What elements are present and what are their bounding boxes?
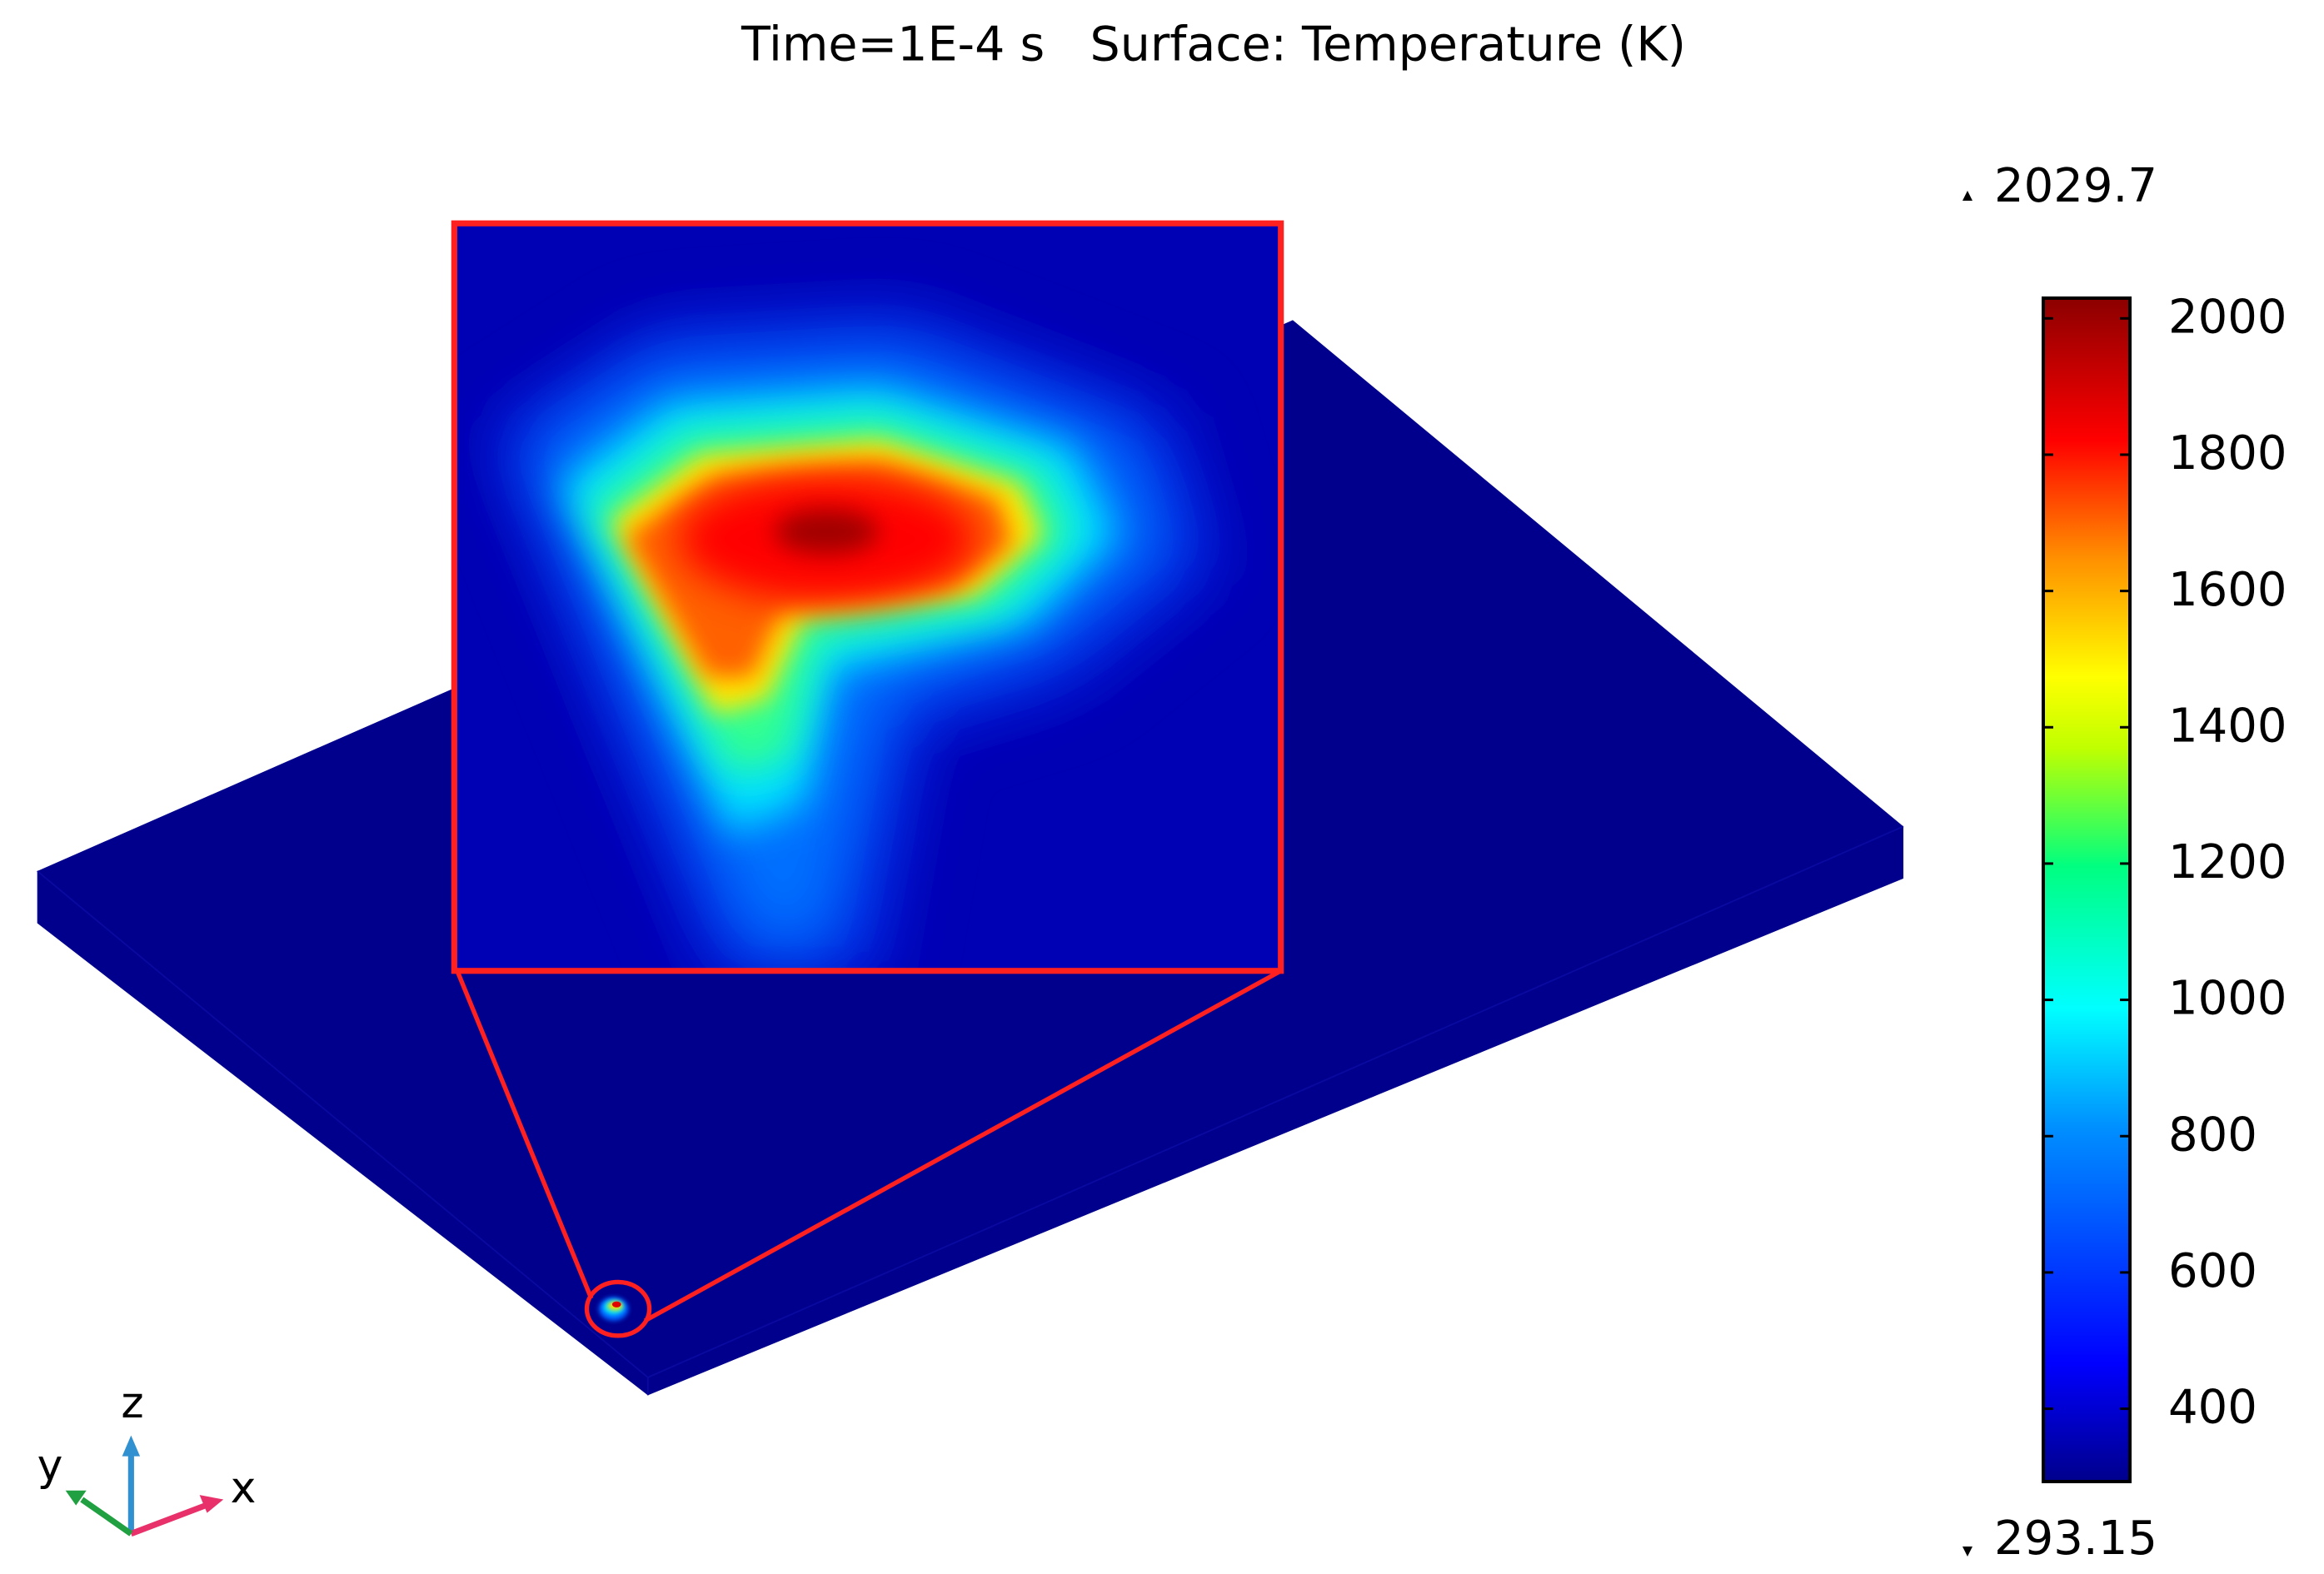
colorbar-tick-label: 2000 <box>2168 290 2287 344</box>
colorbar-max-label: 2029.7 <box>1994 159 2157 213</box>
colorbar-tick-label: 1400 <box>2168 699 2287 753</box>
colorbar <box>2042 296 2132 1483</box>
colorbar-tick-label: 600 <box>2168 1244 2257 1298</box>
colorbar-tick-label: 1200 <box>2168 835 2287 889</box>
zoom-line <box>455 969 594 1300</box>
colorbar-tick-label: 1000 <box>2168 972 2287 1026</box>
zoom-circle <box>584 1279 652 1338</box>
chart-title: Time=1E-4 s Surface: Temperature (K) <box>741 17 1686 72</box>
colorbar-tick-label: 1800 <box>2168 426 2287 481</box>
min-marker <box>1962 1547 1972 1557</box>
colorbar-min-label: 293.15 <box>1994 1512 2157 1566</box>
colorbar-tick-label: 1600 <box>2168 563 2287 617</box>
max-marker <box>1962 191 1972 201</box>
axis-triad <box>65 1435 224 1537</box>
colorbar-tick-label: 400 <box>2168 1381 2257 1435</box>
axis-label: y <box>37 1441 63 1491</box>
colorbar-tick-label: 800 <box>2168 1108 2257 1162</box>
axis-label: z <box>121 1378 143 1428</box>
hot-spot <box>598 1297 629 1321</box>
scene <box>37 220 1904 1537</box>
inset-frame <box>451 220 1284 974</box>
zoom-inset <box>454 223 1281 971</box>
zoom-line <box>643 969 1282 1323</box>
axis-label: x <box>231 1463 257 1513</box>
